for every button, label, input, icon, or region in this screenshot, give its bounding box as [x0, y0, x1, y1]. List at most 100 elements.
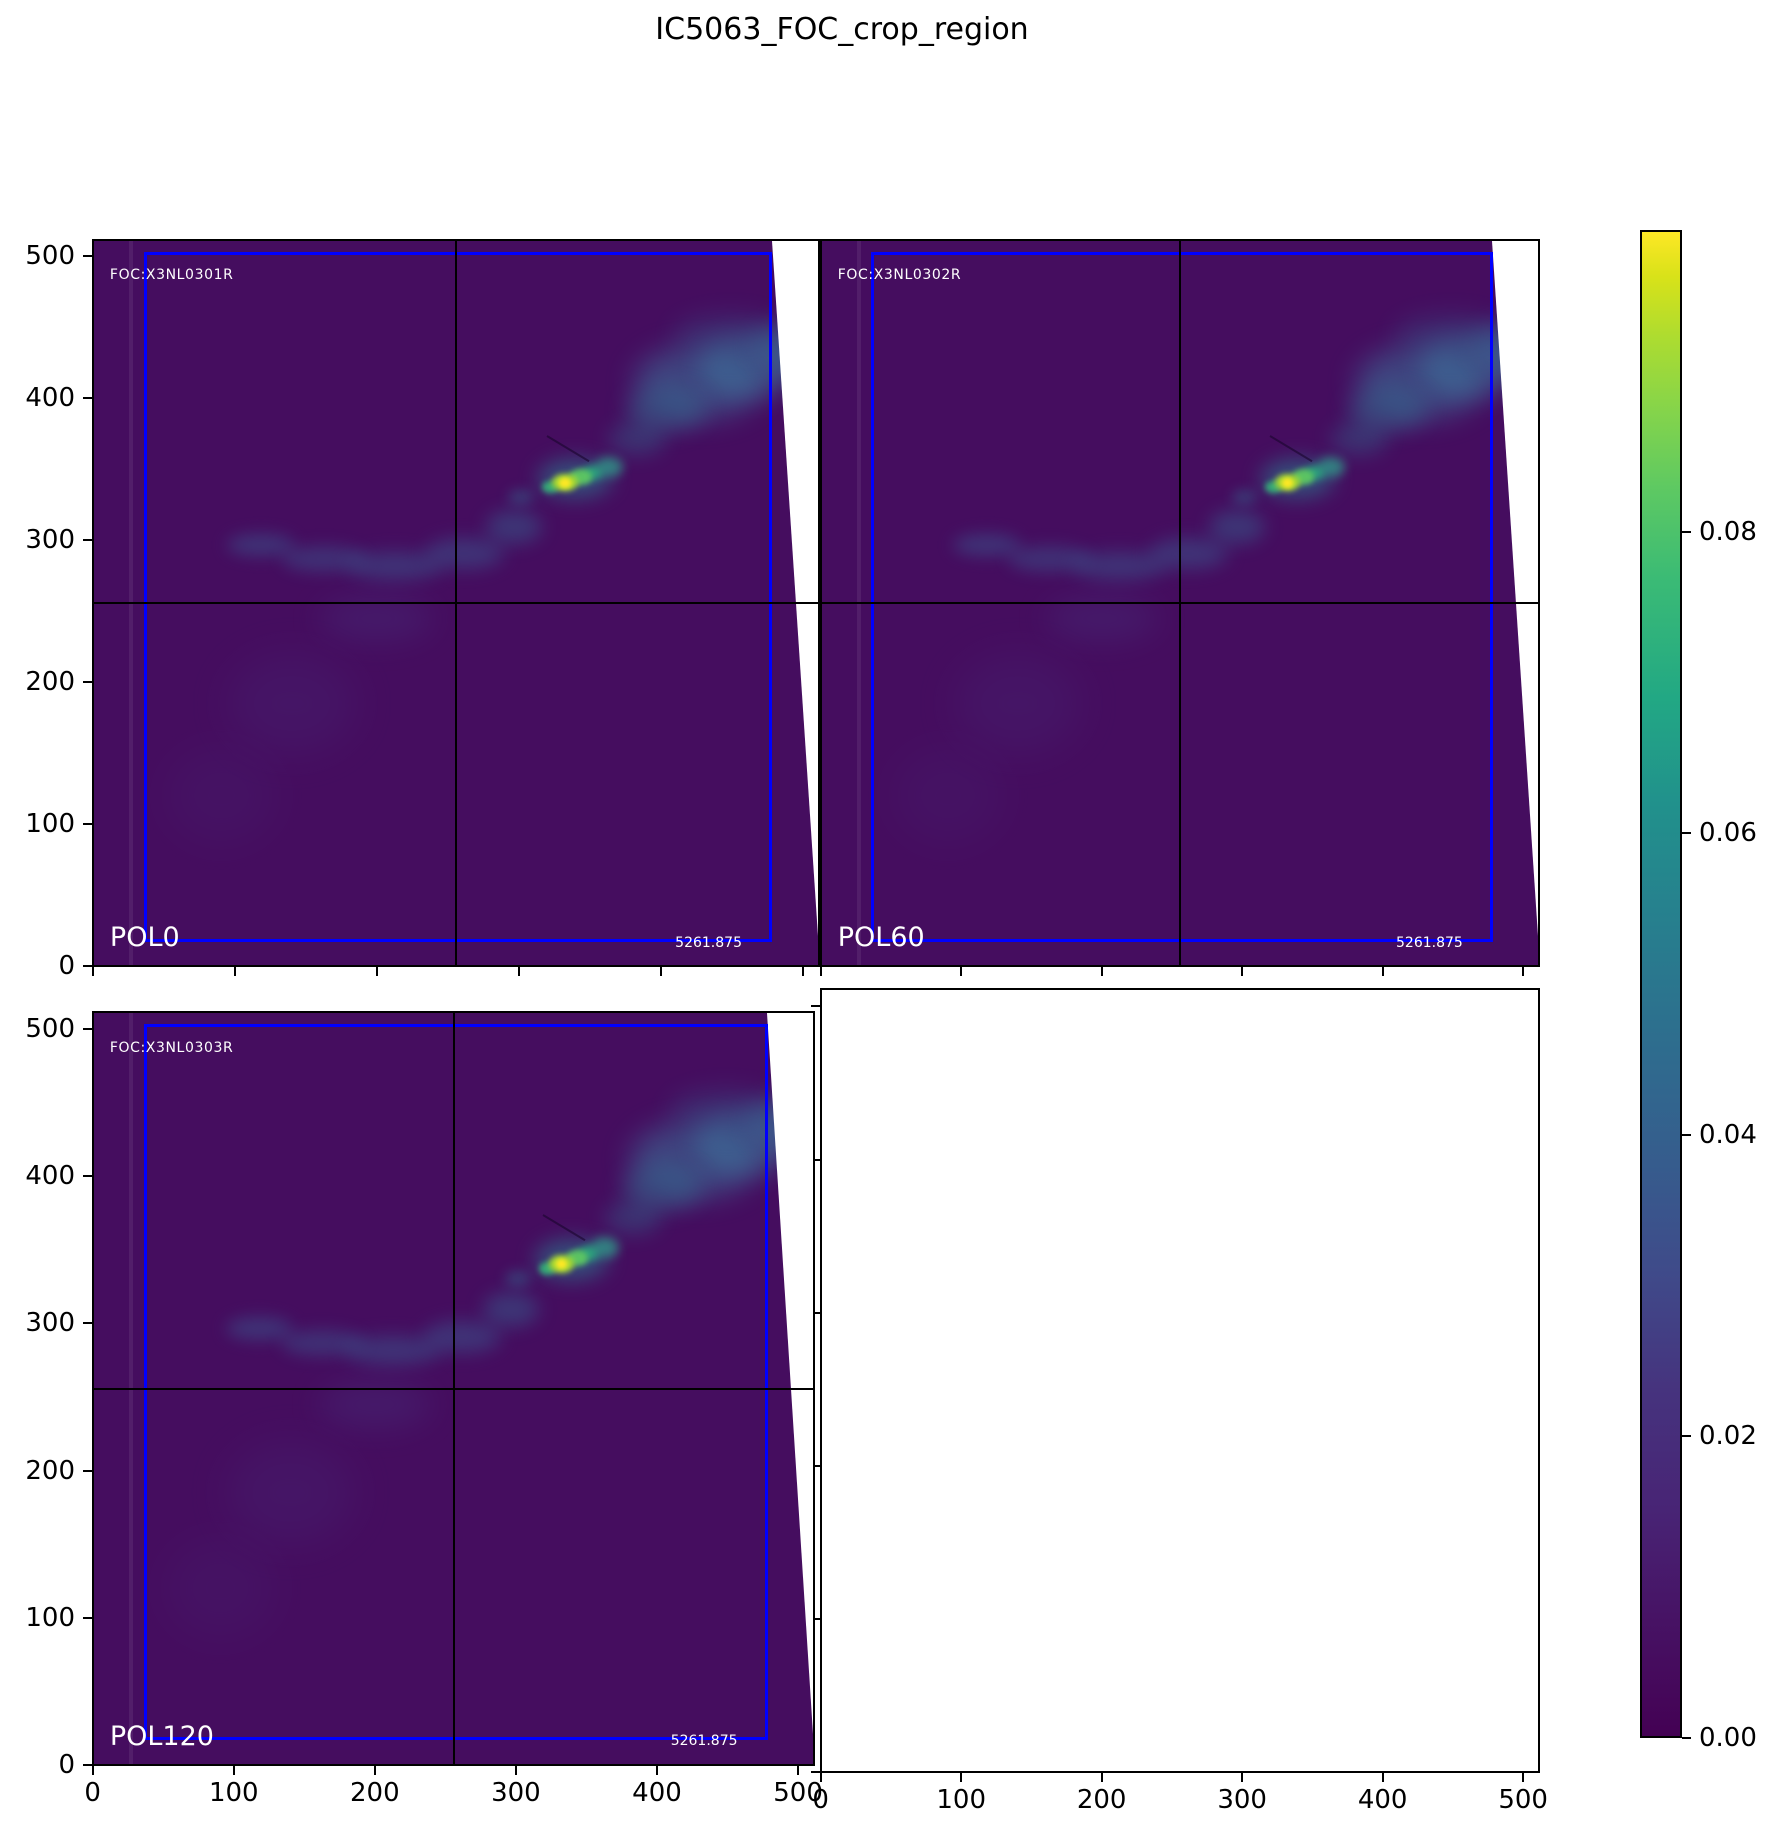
y-axis-tick: [83, 965, 92, 968]
crop-region-box: [871, 251, 1493, 942]
crop-region-box: [143, 251, 773, 942]
x-axis-tick: [517, 967, 520, 976]
nebula-blob: [559, 477, 571, 488]
panel-pol0: FOC:X3NL0301R POL0 5261.875: [92, 239, 820, 967]
y-axis-tick-label: 400: [25, 1160, 75, 1191]
nebula-blob: [622, 1164, 701, 1212]
x-axis-tick: [960, 967, 963, 976]
y-axis-tick-label: 100: [25, 1602, 75, 1633]
colorbar-tick: [1682, 832, 1691, 835]
x-axis-tick: [91, 967, 94, 976]
y-axis-tick-label: 300: [25, 1308, 75, 1339]
nebula-blob: [482, 1291, 540, 1327]
y-axis-tick: [83, 1174, 92, 1177]
colorbar-tick-label: 0.00: [1699, 1723, 1757, 1753]
x-axis-tick: [1522, 967, 1525, 976]
nebula-blob: [1347, 386, 1427, 432]
y-axis-tick-label: 0: [58, 951, 75, 982]
y-axis-tick: [83, 1322, 92, 1325]
x-axis-tick: [960, 1773, 963, 1782]
nebula-blob: [954, 653, 1081, 753]
wavelength-label: 5261.875: [675, 934, 742, 951]
colorbar: [1640, 230, 1682, 1738]
nebula-blob: [953, 533, 1021, 557]
x-axis-tick: [819, 967, 822, 976]
colorbar-tick-label: 0.08: [1699, 516, 1757, 547]
y-axis-tick-label: 400: [25, 383, 75, 414]
nebula-blob: [1395, 315, 1508, 356]
x-axis-tick: [375, 967, 378, 976]
x-axis-tick-label: 200: [1076, 1785, 1127, 1815]
y-axis-tick: [811, 1618, 820, 1621]
y-axis-tick: [811, 965, 820, 968]
colorbar-tick: [1682, 1435, 1691, 1438]
y-axis-tick: [83, 823, 92, 826]
x-axis-tick-label: 400: [632, 1778, 682, 1808]
panel-empty: [820, 988, 1540, 1773]
x-axis-tick-label: 400: [1357, 1785, 1408, 1815]
x-axis-tick: [232, 1766, 235, 1775]
y-axis-tick-label: 0: [58, 1750, 75, 1781]
x-axis-tick: [1381, 967, 1384, 976]
x-axis-tick: [659, 967, 662, 976]
x-axis-tick-label: 100: [208, 1778, 259, 1808]
nebula-blob: [164, 1536, 277, 1640]
polarizer-label: POL0: [109, 922, 180, 954]
crop-region-box: [143, 1024, 768, 1740]
crosshair-horizontal: [94, 1387, 813, 1390]
x-axis-tick: [1522, 1773, 1525, 1782]
x-axis-tick: [801, 967, 804, 976]
panel-pol120: FOC:X3NL0303R POL120 5261.875: [92, 1011, 815, 1766]
x-axis-tick-label: 0: [812, 1785, 829, 1815]
nebula-blob: [1149, 537, 1228, 570]
colorbar-tick-label: 0.06: [1699, 818, 1757, 849]
wavelength-label: 5261.875: [1396, 934, 1463, 951]
nebula-blob: [594, 457, 623, 478]
nebula-blob: [164, 745, 278, 845]
y-axis-tick: [83, 1027, 92, 1030]
y-axis-tick-label: 500: [25, 1013, 75, 1044]
colorbar-tick: [1682, 1133, 1691, 1136]
y-axis-tick: [811, 1464, 820, 1467]
polarizer-label: POL120: [109, 1720, 214, 1752]
x-axis-tick: [655, 1766, 658, 1775]
nebula-blob: [1231, 489, 1257, 505]
x-axis-tick: [233, 967, 236, 976]
exposure-id-label: FOC:X3NL0302R: [837, 267, 962, 284]
y-axis-tick: [83, 255, 92, 258]
nebula-blob: [226, 533, 295, 557]
y-axis-tick: [811, 1771, 820, 1774]
nebula-blob: [1209, 509, 1266, 544]
x-axis-tick: [514, 1766, 517, 1775]
x-axis-tick-label: 300: [1217, 1785, 1267, 1815]
nebula-blob: [673, 315, 787, 356]
y-axis-tick: [83, 397, 92, 400]
exposure-id-label: FOC:X3NL0303R: [109, 1040, 234, 1057]
y-axis-tick: [83, 1764, 92, 1767]
nebula-blob: [1317, 457, 1346, 478]
nebula-blob: [424, 537, 505, 570]
nebula-blob: [422, 1321, 502, 1354]
y-axis-tick-label: 200: [25, 1455, 75, 1486]
x-axis-tick: [1100, 967, 1103, 976]
nebula-blob: [505, 1271, 531, 1286]
x-axis-tick-label: 500: [1498, 1785, 1548, 1815]
x-axis-tick: [1241, 1773, 1244, 1782]
colorbar-tick-label: 0.04: [1699, 1119, 1757, 1150]
panel-pol60: FOC:X3NL0302R POL60 5261.875: [820, 239, 1540, 967]
colorbar-tick: [1682, 1737, 1691, 1739]
nebula-blob: [591, 1237, 620, 1258]
nebula-blob: [1282, 477, 1294, 488]
y-axis-tick: [83, 681, 92, 684]
nebula-blob: [508, 489, 534, 505]
nebula-blob: [669, 1090, 783, 1132]
y-axis-tick: [811, 1005, 820, 1008]
y-axis-tick: [811, 1311, 820, 1314]
x-axis-tick: [797, 1766, 800, 1775]
nebula-blob: [228, 653, 356, 753]
x-axis-tick-label: 0: [84, 1778, 101, 1808]
colorbar-tick: [1682, 530, 1691, 533]
x-axis-tick: [1381, 1773, 1384, 1782]
nebula-blob: [485, 509, 543, 544]
